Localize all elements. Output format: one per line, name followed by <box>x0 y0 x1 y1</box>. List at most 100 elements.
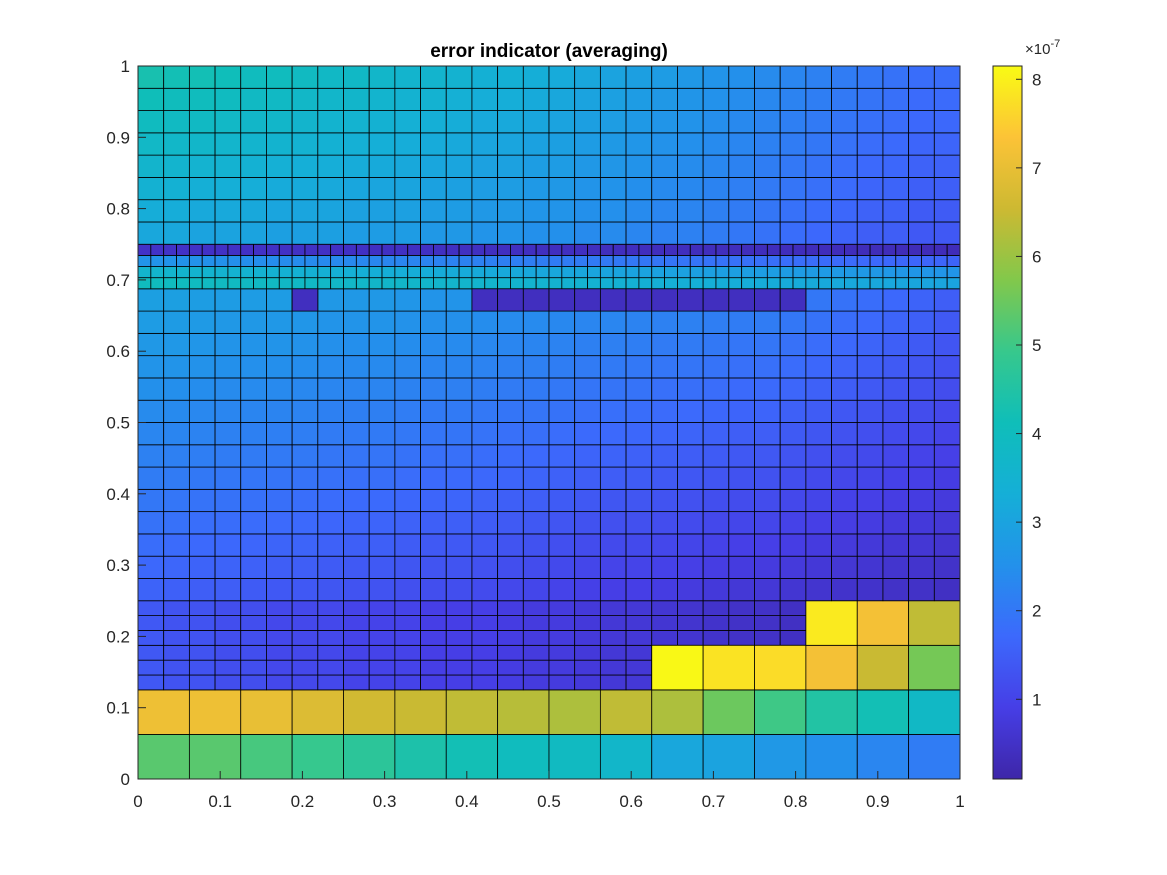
mesh-cell <box>343 488 370 513</box>
mesh-cell <box>702 578 730 602</box>
mesh-cell <box>574 422 601 446</box>
mesh-cell <box>548 377 576 401</box>
mesh-cell <box>856 600 910 646</box>
mesh-cell <box>188 254 203 267</box>
mesh-cell <box>908 87 935 111</box>
mesh-cell <box>754 132 781 156</box>
mesh-cell <box>471 288 499 312</box>
mesh-cell <box>291 277 306 290</box>
mesh-cell <box>240 488 267 513</box>
mesh-cell <box>240 399 267 423</box>
mesh-cell <box>831 87 858 111</box>
mesh-cell <box>137 310 165 334</box>
mesh-cell <box>317 110 344 134</box>
mesh-cell <box>291 254 306 267</box>
mesh-cell <box>574 65 601 89</box>
mesh-cell <box>317 488 344 513</box>
mesh-cell <box>625 422 653 446</box>
mesh-cell <box>702 630 730 646</box>
mesh-cell <box>266 332 293 357</box>
mesh-cell <box>343 399 370 423</box>
mesh-cell <box>664 277 678 290</box>
mesh-cell <box>368 355 396 379</box>
mesh-cell <box>677 87 704 111</box>
mesh-cell <box>522 466 550 490</box>
mesh-cell <box>458 243 473 256</box>
mesh-cell <box>394 399 421 423</box>
mesh-cell <box>599 578 627 602</box>
mesh-cell <box>497 444 524 468</box>
mesh-cell <box>522 355 550 379</box>
mesh-cell <box>689 277 704 290</box>
x-tick-label: 0 <box>133 792 142 811</box>
mesh-cell <box>445 254 460 267</box>
mesh-cell <box>214 533 242 557</box>
mesh-cell <box>291 288 319 312</box>
mesh-cell <box>933 422 961 446</box>
mesh-cell <box>728 533 755 557</box>
mesh-cell <box>779 488 807 513</box>
mesh-cell <box>908 254 922 267</box>
mesh-cell <box>856 266 871 279</box>
mesh-cell <box>445 734 499 780</box>
mesh-cell <box>599 630 627 646</box>
mesh-cell <box>420 310 447 334</box>
mesh-cell <box>946 254 961 267</box>
mesh-cell <box>497 177 524 201</box>
mesh-cell <box>908 266 922 279</box>
mesh-cell <box>201 243 216 256</box>
mesh-cell <box>497 377 524 401</box>
mesh-cell <box>702 65 730 89</box>
mesh-cell <box>805 110 832 134</box>
mesh-cell <box>445 422 473 446</box>
mesh-cell <box>445 154 473 178</box>
mesh-cell <box>522 132 550 156</box>
mesh-cell <box>625 332 653 357</box>
mesh-cell <box>420 110 447 134</box>
mesh-cell <box>625 674 653 691</box>
mesh-cell <box>188 221 216 245</box>
mesh-cell <box>908 132 935 156</box>
mesh-cell <box>574 199 601 223</box>
mesh-cell <box>253 243 267 256</box>
colorbar-tick-label: 8 <box>1032 70 1041 89</box>
mesh-cell <box>266 630 293 646</box>
mesh-cell <box>214 615 242 631</box>
mesh-cell <box>844 277 858 290</box>
mesh-cell <box>266 110 293 134</box>
mesh-cell <box>381 277 396 290</box>
mesh-cell <box>163 355 190 379</box>
mesh-cell <box>471 644 499 661</box>
mesh-cell <box>651 177 678 201</box>
mesh-cell <box>728 377 755 401</box>
mesh-cell <box>792 254 807 267</box>
mesh-cell <box>137 355 165 379</box>
mesh-cell <box>702 87 730 111</box>
mesh-cell <box>651 221 678 245</box>
mesh-cell <box>522 674 550 691</box>
mesh-cell <box>407 277 421 290</box>
mesh-cell <box>625 277 640 290</box>
mesh-cell <box>548 110 576 134</box>
mesh-cell <box>188 630 216 646</box>
mesh-cell <box>728 266 743 279</box>
mesh-cell <box>188 674 216 691</box>
mesh-cell <box>317 277 332 290</box>
mesh-cell <box>394 355 421 379</box>
mesh-cell <box>176 277 190 290</box>
mesh-cell <box>779 355 807 379</box>
mesh-cell <box>908 243 922 256</box>
mesh-cell <box>754 399 781 423</box>
mesh-cell <box>394 659 421 676</box>
colorbar-tick-label: 6 <box>1032 247 1041 266</box>
mesh-cell <box>612 254 627 267</box>
mesh-cell <box>702 444 730 468</box>
mesh-cell <box>882 199 910 223</box>
mesh-cell <box>702 734 755 780</box>
mesh-cell <box>856 310 884 334</box>
mesh-cell <box>625 154 653 178</box>
mesh-cell <box>677 488 704 513</box>
mesh-cell <box>702 555 730 579</box>
mesh-cell <box>522 615 550 631</box>
mesh-cell <box>137 288 165 312</box>
